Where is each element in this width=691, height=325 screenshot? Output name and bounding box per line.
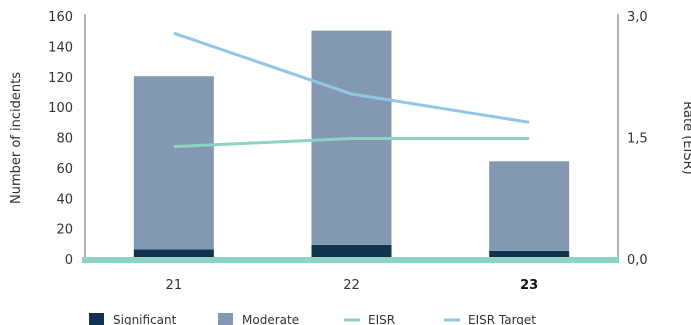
- y-tick-label: 140: [48, 40, 73, 55]
- legend-label-eisr-target: EISR Target: [468, 313, 536, 325]
- bar-moderate-21: [133, 76, 214, 250]
- y2-tick-label: 0,0: [627, 253, 648, 268]
- x-tick-label-22: 22: [343, 278, 360, 293]
- legend-swatch-significant: [89, 313, 104, 325]
- y-tick-label: 0: [65, 253, 73, 268]
- y-tick-label: 100: [48, 101, 73, 116]
- y2-tick-label: 1,5: [627, 132, 648, 147]
- bar-moderate-23: [489, 161, 570, 251]
- y-tick-label: 60: [56, 162, 73, 177]
- legend-swatch-moderate: [218, 313, 233, 325]
- y-axis-left-title: Number of incidents: [9, 72, 24, 204]
- line-eisr: [173, 137, 530, 149]
- y2-tick-label: 3,0: [627, 10, 648, 25]
- y-tick-label: 80: [56, 132, 73, 147]
- legend: Significant Moderate EISR EISR Target: [89, 313, 536, 325]
- bar-significant-22: [311, 244, 392, 260]
- y-tick-label: 20: [56, 223, 73, 238]
- bar-significant-23: [489, 250, 570, 260]
- x-tick-label-21: 21: [166, 278, 183, 293]
- legend-label-moderate: Moderate: [242, 313, 299, 325]
- x-axis-baseline: [82, 257, 619, 263]
- x-axis-ticks: 21 22 23: [166, 278, 539, 293]
- legend-label-significant: Significant: [113, 313, 177, 325]
- legend-label-eisr: EISR: [368, 313, 395, 325]
- y-tick-label: 40: [56, 192, 73, 207]
- x-tick-label-23: 23: [520, 278, 538, 293]
- bar-significant-21: [133, 249, 214, 260]
- y-axis-left-ticks: 0 20 40 60 80 100 120 140 160: [48, 10, 73, 268]
- line-eisr-target: [173, 31, 530, 124]
- y-tick-label: 120: [48, 71, 73, 86]
- y-tick-label: 160: [48, 10, 73, 25]
- y-axis-right-title: Rate (EISR): [680, 101, 691, 174]
- y-axis-right-ticks: 0,0 1,5 3,0: [627, 10, 648, 268]
- lines: [173, 31, 530, 149]
